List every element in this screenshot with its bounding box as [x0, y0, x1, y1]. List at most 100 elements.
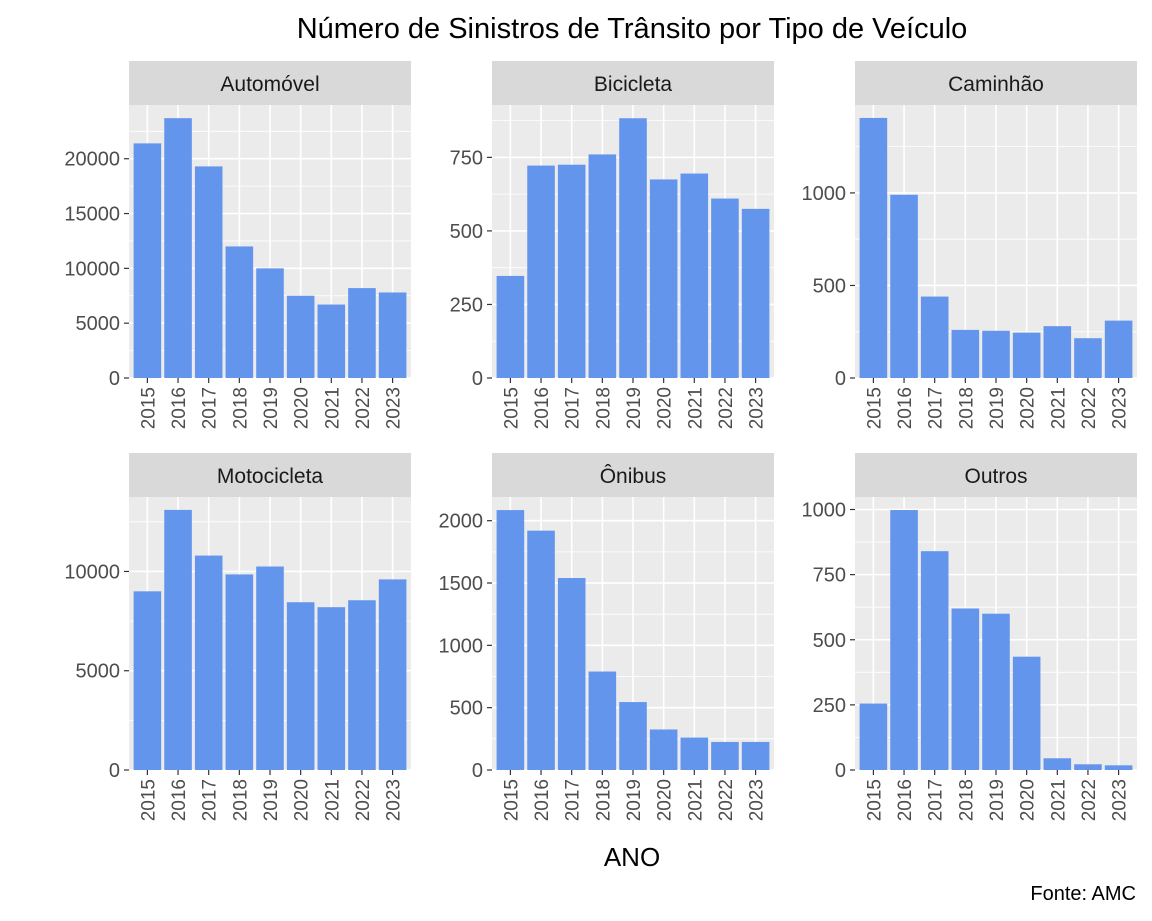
x-tick-label: 2022 — [353, 387, 374, 429]
x-tick-label: 2020 — [292, 779, 313, 821]
bar-2017 — [557, 164, 586, 378]
y-tick-label: 1000 — [439, 635, 484, 657]
y-tick-label: 500 — [813, 630, 846, 652]
bar-2016 — [527, 165, 555, 378]
x-tick-label: 2019 — [987, 779, 1008, 821]
x-tick-label: 2017 — [200, 779, 221, 821]
facet-panel: Outros 0 250 500 750 1000 2015 2016 2017 2018 2019… — [802, 453, 1137, 821]
x-tick-label: 2016 — [895, 779, 916, 821]
x-tick-label: 2015 — [864, 779, 885, 821]
bar-2023 — [378, 579, 407, 770]
x-tick-label: 2022 — [353, 779, 374, 821]
bar-2018 — [225, 246, 254, 378]
bar-2017 — [920, 296, 949, 378]
x-tick-label: 2018 — [230, 779, 251, 821]
bar-2015 — [496, 510, 525, 770]
x-tick-label: 2021 — [1048, 779, 1069, 821]
x-tick-label: 2016 — [532, 387, 553, 429]
bar-2015 — [133, 591, 162, 770]
x-tick-label: 2023 — [1110, 779, 1131, 821]
bar-2023 — [1104, 320, 1133, 378]
y-tick-label: 500 — [813, 275, 846, 297]
x-tick-label: 2022 — [1079, 779, 1100, 821]
y-tick-label: 5000 — [76, 313, 121, 335]
bar-2019 — [619, 702, 647, 770]
bar-2022 — [711, 741, 739, 770]
bar-2019 — [619, 118, 647, 378]
x-tick-label: 2020 — [292, 387, 313, 429]
x-tick-label: 2015 — [501, 779, 522, 821]
x-tick-label: 2023 — [384, 387, 405, 429]
bar-2020 — [1012, 332, 1041, 378]
x-tick-label: 2022 — [1079, 387, 1100, 429]
x-tick-label: 2016 — [895, 387, 916, 429]
x-tick-label: 2022 — [716, 779, 737, 821]
facet-strip — [855, 453, 1137, 497]
y-tick-label: 0 — [472, 760, 483, 782]
x-tick-label: 2023 — [1110, 387, 1131, 429]
x-tick-label: 2023 — [747, 387, 768, 429]
x-tick-label: 2015 — [138, 387, 159, 429]
y-tick-label: 20000 — [64, 149, 120, 171]
x-tick-label: 2015 — [864, 387, 885, 429]
y-tick-label: 1000 — [802, 183, 847, 205]
facet-panel: Bicicleta 0 250 500 750 2015 2016 2017 2018 2019 2… — [450, 61, 774, 429]
x-tick-label: 2017 — [563, 387, 584, 429]
bar-2021 — [680, 737, 709, 770]
y-tick-label: 500 — [450, 221, 483, 243]
y-tick-label: 0 — [835, 760, 846, 782]
x-tick-label: 2016 — [169, 387, 190, 429]
bar-2017 — [557, 578, 586, 770]
facet-strip — [129, 61, 411, 105]
facet-panel: Automóvel 0 5000 10000 15000 20000 2015 2016 201… — [64, 61, 411, 429]
bar-2023 — [741, 741, 770, 770]
facet-strip-label: Bicicleta — [594, 73, 673, 96]
x-tick-label: 2023 — [747, 779, 768, 821]
x-tick-label: 2018 — [956, 779, 977, 821]
y-tick-label: 750 — [813, 565, 846, 587]
x-tick-label: 2022 — [716, 387, 737, 429]
bar-2020 — [649, 179, 678, 378]
bar-2023 — [1104, 765, 1133, 770]
x-tick-label: 2020 — [1018, 779, 1039, 821]
bar-2018 — [588, 154, 617, 378]
x-tick-label: 2021 — [685, 387, 706, 429]
facet-panel: Ônibus 0 500 1000 1500 2000 2015 2016 2017 2018 20… — [439, 453, 774, 821]
x-tick-label: 2016 — [169, 779, 190, 821]
y-tick-label: 0 — [109, 368, 120, 390]
bar-2020 — [649, 729, 678, 770]
facet-strip-label: Automóvel — [220, 73, 319, 96]
x-tick-label: 2019 — [624, 779, 645, 821]
bar-2018 — [588, 671, 617, 770]
y-tick-label: 0 — [835, 368, 846, 390]
bar-2021 — [1043, 758, 1072, 770]
bar-2016 — [890, 194, 918, 378]
bar-2018 — [951, 608, 980, 770]
bar-2020 — [286, 602, 315, 770]
bar-2015 — [859, 703, 888, 770]
x-tick-label: 2023 — [384, 779, 405, 821]
y-tick-label: 1000 — [802, 500, 847, 522]
bar-2017 — [194, 555, 223, 770]
bar-2023 — [378, 292, 407, 378]
y-tick-label: 750 — [450, 147, 483, 169]
caption: Fonte: AMC — [1030, 883, 1136, 905]
y-tick-label: 250 — [450, 294, 483, 316]
x-tick-label: 2019 — [624, 387, 645, 429]
bar-2022 — [348, 600, 376, 770]
x-tick-label: 2017 — [926, 779, 947, 821]
facet-strip-label: Ônibus — [600, 465, 667, 488]
x-axis-label: ANO — [604, 842, 660, 872]
y-tick-label: 10000 — [64, 258, 120, 280]
y-tick-label: 5000 — [76, 661, 121, 683]
x-tick-label: 2021 — [322, 387, 343, 429]
x-tick-label: 2020 — [1018, 387, 1039, 429]
y-tick-label: 0 — [472, 368, 483, 390]
x-tick-label: 2019 — [987, 387, 1008, 429]
bar-2022 — [1074, 764, 1102, 770]
bar-2018 — [225, 574, 254, 770]
chart-title: Número de Sinistros de Trânsito por Tipo… — [297, 13, 968, 45]
bar-2021 — [680, 173, 709, 378]
